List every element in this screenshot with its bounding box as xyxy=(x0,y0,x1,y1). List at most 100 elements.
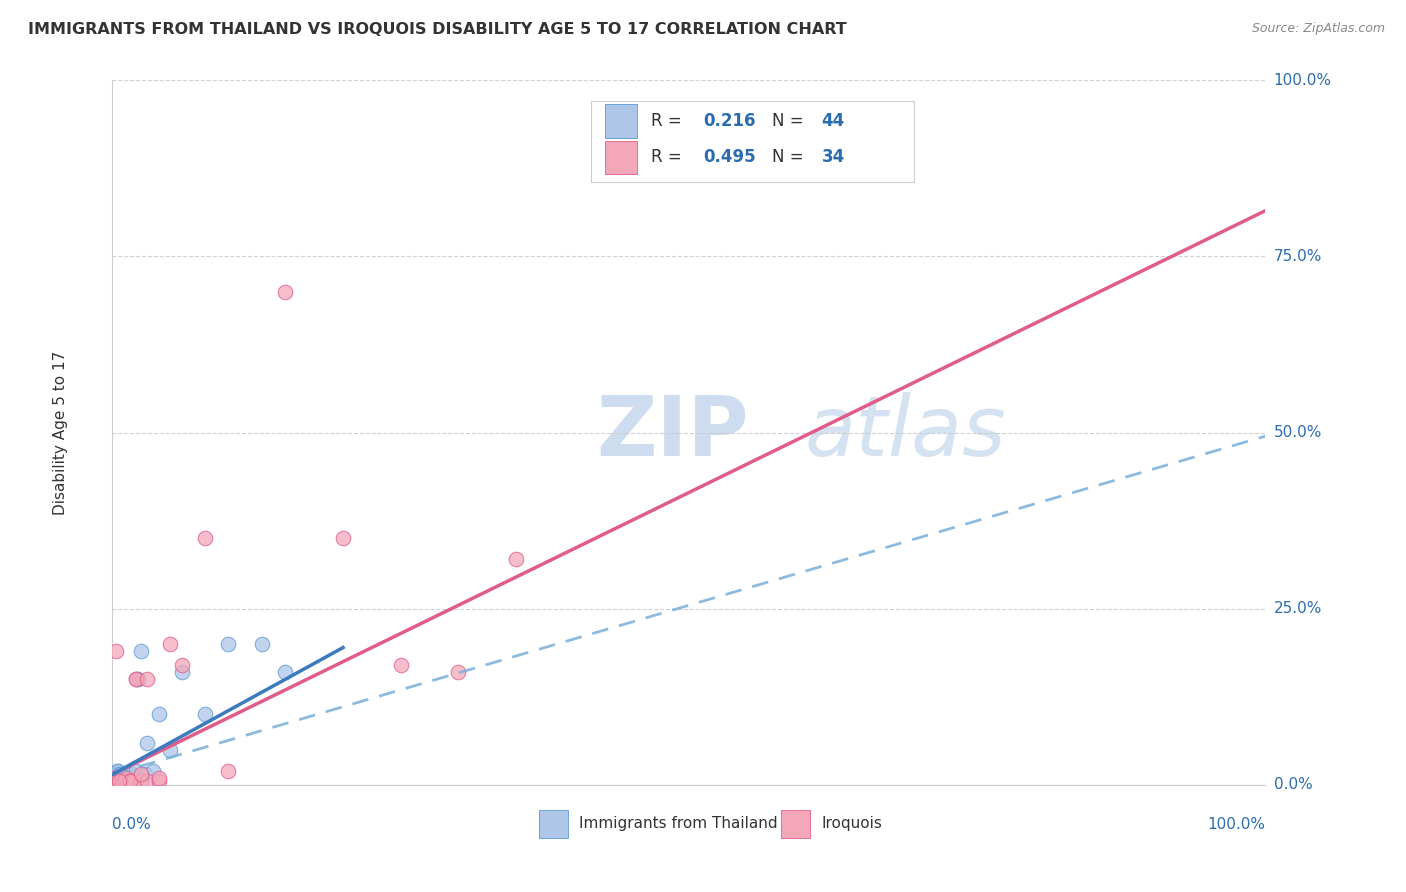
Point xyxy=(112,771,135,785)
Point xyxy=(148,707,170,722)
Point xyxy=(108,776,131,790)
Point xyxy=(194,707,217,722)
Point xyxy=(129,767,153,781)
Point xyxy=(104,771,127,785)
Point xyxy=(104,776,127,790)
Text: ZIP: ZIP xyxy=(596,392,749,473)
Point xyxy=(111,771,134,785)
Text: 100.0%: 100.0% xyxy=(1274,73,1331,87)
Text: R =: R = xyxy=(651,112,688,130)
Point xyxy=(110,774,132,789)
Point xyxy=(107,771,129,785)
Text: N =: N = xyxy=(772,112,808,130)
Point xyxy=(111,774,134,789)
Point xyxy=(114,774,136,789)
Point xyxy=(274,285,297,299)
Point xyxy=(252,637,274,651)
Point xyxy=(134,767,156,781)
FancyBboxPatch shape xyxy=(591,102,914,183)
FancyBboxPatch shape xyxy=(538,810,568,838)
Point xyxy=(136,774,159,789)
Point xyxy=(505,552,527,566)
Point xyxy=(148,771,170,785)
Point xyxy=(118,774,141,789)
Point xyxy=(148,774,170,789)
Text: N =: N = xyxy=(772,148,808,167)
Point xyxy=(136,736,159,750)
Text: 50.0%: 50.0% xyxy=(1274,425,1322,440)
Point xyxy=(217,764,239,778)
Point xyxy=(120,767,142,781)
Point xyxy=(105,771,128,785)
Point xyxy=(115,771,138,785)
Point xyxy=(108,774,131,789)
Text: 75.0%: 75.0% xyxy=(1274,249,1322,264)
Point xyxy=(118,774,141,789)
Point xyxy=(104,776,127,790)
Text: Source: ZipAtlas.com: Source: ZipAtlas.com xyxy=(1251,22,1385,36)
Point xyxy=(103,774,125,789)
Point xyxy=(136,673,159,687)
Point xyxy=(107,774,129,789)
Point xyxy=(110,767,132,781)
Point xyxy=(142,764,165,778)
Text: Disability Age 5 to 17: Disability Age 5 to 17 xyxy=(53,351,67,515)
Point xyxy=(124,673,146,687)
Text: Immigrants from Thailand: Immigrants from Thailand xyxy=(579,816,778,831)
Point xyxy=(114,774,136,789)
Point xyxy=(111,774,134,789)
Text: 25.0%: 25.0% xyxy=(1274,601,1322,616)
Point xyxy=(447,665,470,680)
Point xyxy=(110,774,132,789)
Point xyxy=(104,774,127,789)
Point xyxy=(159,637,181,651)
Text: atlas: atlas xyxy=(804,392,1005,473)
Point xyxy=(107,776,129,790)
Text: 34: 34 xyxy=(821,148,845,167)
FancyBboxPatch shape xyxy=(605,104,637,138)
Point xyxy=(129,644,153,658)
Point xyxy=(111,771,134,785)
Point xyxy=(170,658,193,673)
Point xyxy=(129,774,153,789)
Point xyxy=(389,658,412,673)
FancyBboxPatch shape xyxy=(605,141,637,174)
Text: 0.495: 0.495 xyxy=(703,148,755,167)
Point xyxy=(115,767,138,781)
Point xyxy=(118,771,141,785)
Point xyxy=(332,532,354,546)
Point xyxy=(124,673,146,687)
Point xyxy=(105,774,128,789)
Text: R =: R = xyxy=(651,148,688,167)
Point xyxy=(159,742,181,756)
Point xyxy=(122,774,145,789)
Point xyxy=(104,774,127,789)
Point xyxy=(108,774,131,789)
Point xyxy=(112,774,135,789)
Point xyxy=(105,776,128,790)
Point xyxy=(108,774,131,789)
Point xyxy=(104,771,127,785)
Text: IMMIGRANTS FROM THAILAND VS IROQUOIS DISABILITY AGE 5 TO 17 CORRELATION CHART: IMMIGRANTS FROM THAILAND VS IROQUOIS DIS… xyxy=(28,22,846,37)
Point xyxy=(124,764,146,778)
Point xyxy=(111,771,134,785)
Text: 44: 44 xyxy=(821,112,845,130)
Point xyxy=(105,774,128,789)
Text: 0.0%: 0.0% xyxy=(1274,778,1312,792)
FancyBboxPatch shape xyxy=(782,810,810,838)
Point xyxy=(127,673,149,687)
Text: 0.0%: 0.0% xyxy=(112,817,152,831)
Point xyxy=(107,771,129,785)
Point xyxy=(274,665,297,680)
Point xyxy=(122,771,145,785)
Point xyxy=(104,644,127,658)
Point xyxy=(104,771,127,785)
Point xyxy=(105,764,128,778)
Point xyxy=(117,774,139,789)
Point xyxy=(107,764,129,778)
Text: 0.216: 0.216 xyxy=(703,112,755,130)
Point xyxy=(103,774,125,789)
Text: Iroquois: Iroquois xyxy=(821,816,883,831)
Point xyxy=(104,767,127,781)
Point xyxy=(194,532,217,546)
